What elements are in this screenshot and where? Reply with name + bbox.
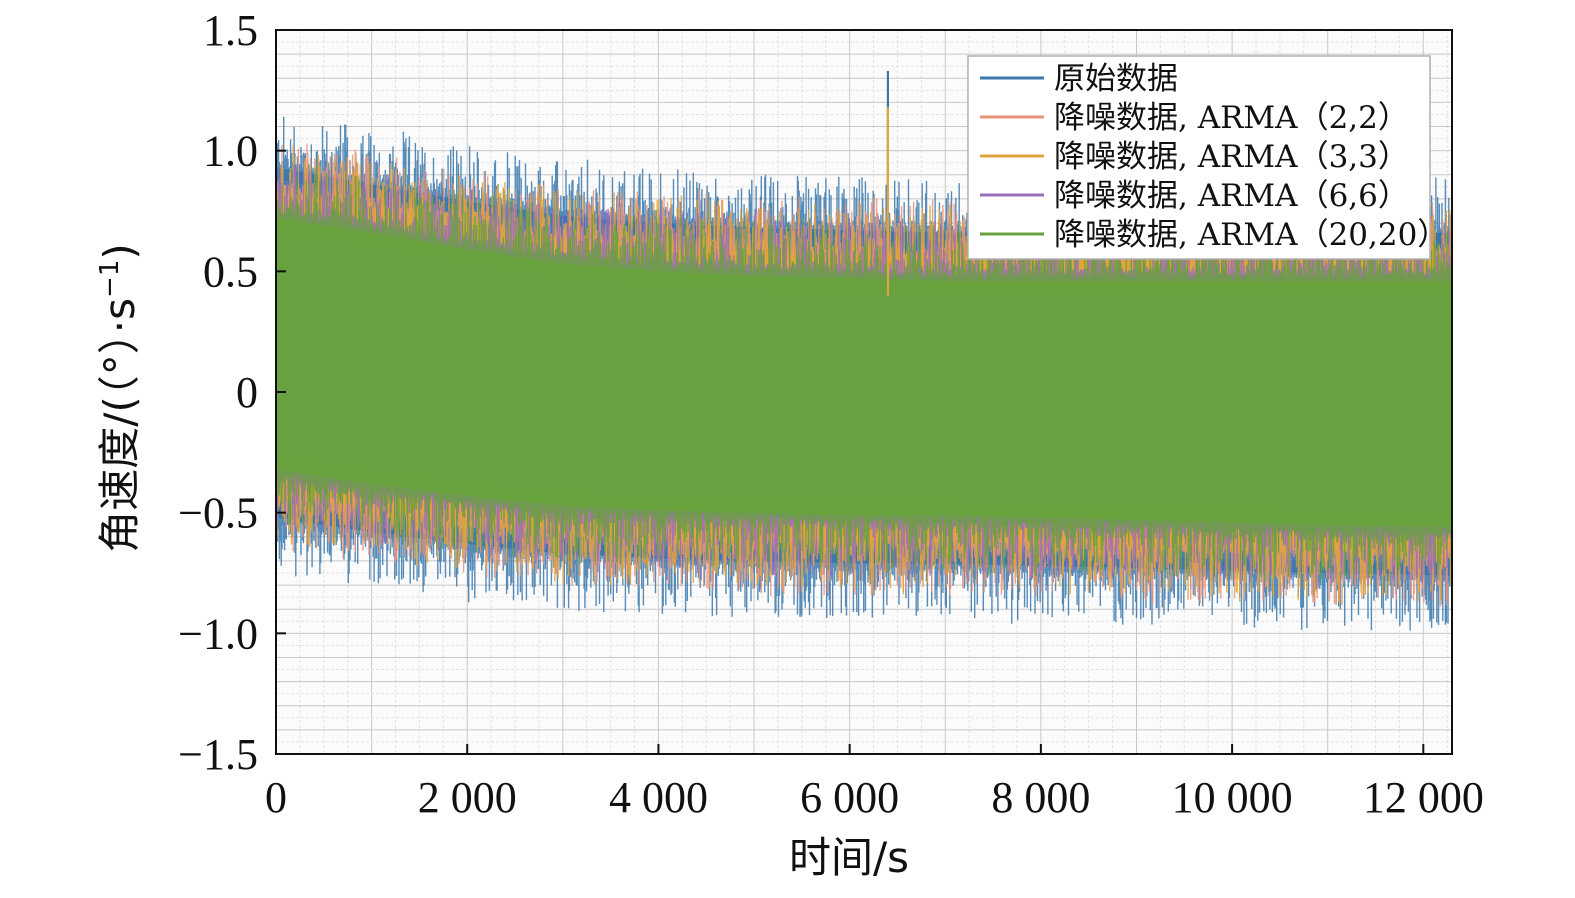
legend-label: 降噪数据, ARMA（2,2） — [1054, 100, 1409, 136]
x-tick-label: 8 000 — [991, 773, 1090, 822]
x-tick-label: 12 000 — [1363, 773, 1484, 822]
x-tick-label: 4 000 — [609, 773, 708, 822]
y-axis-title-close: ) — [95, 243, 144, 259]
y-tick-label: 0 — [236, 368, 258, 417]
series-5-band — [276, 218, 1452, 528]
legend-label: 原始数据 — [1054, 61, 1178, 97]
series-5-noise — [276, 166, 1452, 581]
legend-label: 降噪数据, ARMA（20,20） — [1054, 217, 1448, 253]
y-tick-label: −0.5 — [178, 489, 258, 538]
x-tick-label: 10 000 — [1172, 773, 1293, 822]
data-layer — [276, 71, 1452, 631]
x-axis-title: 时间/s — [789, 833, 909, 882]
x-tick-label: 0 — [265, 773, 287, 822]
x-tick-label: 6 000 — [800, 773, 899, 822]
y-tick-label: 1.0 — [203, 127, 258, 176]
y-tick-label: 1.5 — [203, 6, 258, 55]
y-tick-label: −1.5 — [178, 730, 258, 779]
y-tick-label: 0.5 — [203, 247, 258, 296]
x-tick-label: 2 000 — [418, 773, 517, 822]
series-5 — [276, 166, 1452, 581]
tick-layer: 0 2 000 4 000 6 000 8 000 10 000 12 000 1.5 1.0 0… — [178, 6, 1484, 822]
legend-label: 降噪数据, ARMA（6,6） — [1054, 178, 1409, 214]
y-axis-title: 角速度/(（°）·s−1) — [95, 243, 144, 553]
legend-label: 降噪数据, ARMA（3,3） — [1054, 139, 1409, 175]
y-tick-label: −1.0 — [178, 609, 258, 658]
y-axis-title-superscript: −1 — [95, 260, 125, 298]
y-axis-title-main: 角速度/(（°）·s — [95, 298, 144, 553]
legend-box — [967, 55, 1431, 260]
